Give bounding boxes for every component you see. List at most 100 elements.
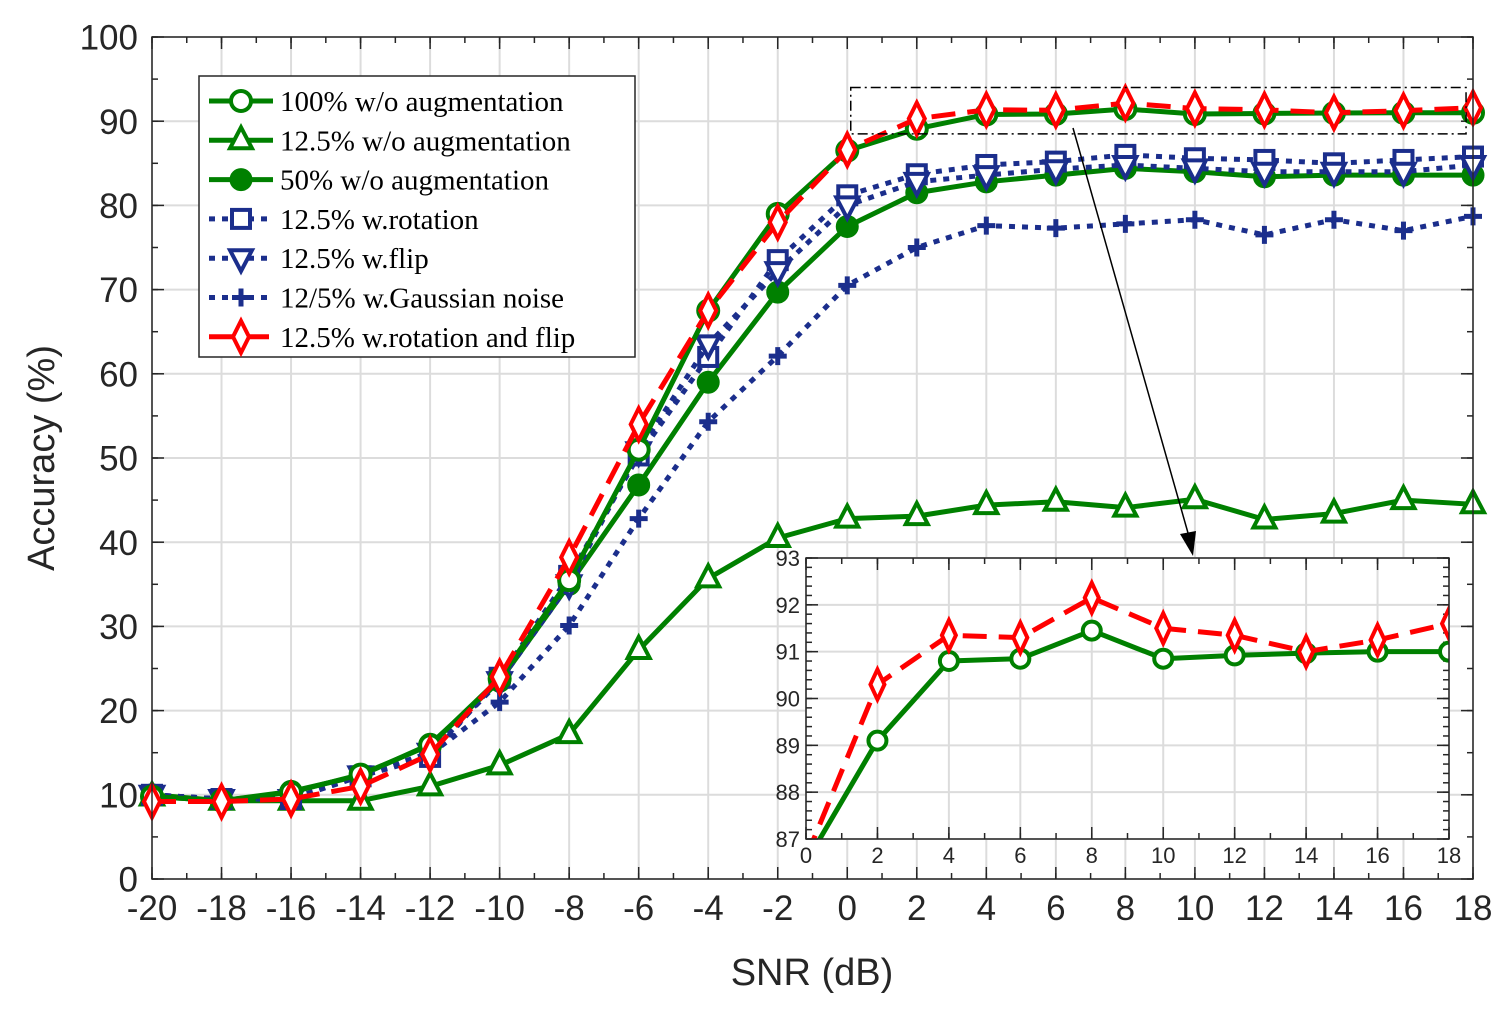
y-tick-label: 92	[776, 593, 800, 618]
y-tick-label: 50	[99, 440, 138, 479]
x-tick-label: 8	[1116, 889, 1135, 928]
legend-item: 12.5% w.rotation and flip	[209, 316, 575, 358]
y-tick-label: 10	[99, 776, 138, 815]
series-line	[811, 595, 1449, 839]
marker-triangle-down	[832, 195, 862, 223]
marker-diamond	[1439, 603, 1449, 644]
series-group	[806, 578, 1449, 839]
zoom-arrow-line	[1072, 127, 1191, 541]
marker-diamond	[1393, 90, 1414, 132]
y-tick-label: 70	[99, 271, 138, 310]
marker-triangle-up	[1319, 496, 1349, 524]
marker-diamond	[939, 615, 959, 656]
marker-triangle-up	[554, 716, 584, 745]
x-tick-label: -20	[127, 889, 178, 928]
marker-diamond	[1045, 89, 1067, 131]
x-tick-label: 6	[1046, 889, 1065, 928]
marker-triangle-down	[1111, 154, 1140, 183]
marker-diamond	[868, 664, 887, 705]
legend-label: 12.5% w/o augmentation	[280, 125, 571, 157]
marker-diamond	[1154, 608, 1173, 648]
x-tick-label: 4	[977, 889, 996, 928]
marker-diamond	[489, 656, 510, 698]
marker-triangle-down	[226, 248, 256, 276]
marker-circle-filled	[696, 370, 720, 394]
series-line	[816, 628, 1449, 839]
marker-triangle-up	[624, 632, 653, 660]
x-tick-label: 16	[1365, 843, 1389, 868]
marker-plus	[907, 238, 926, 257]
y-tick-label: 0	[119, 861, 138, 900]
x-tick-label: 10	[1175, 889, 1214, 928]
marker-plus	[1255, 225, 1274, 244]
legend-item: 50% w/o augmentation	[209, 165, 550, 197]
marker-diamond	[1296, 631, 1316, 672]
x-tick-label: 4	[943, 843, 955, 868]
legend-item: 12.5% w.rotation	[209, 204, 479, 236]
marker-diamond	[628, 403, 649, 445]
series-6	[141, 82, 1484, 823]
marker-diamond	[1115, 82, 1136, 124]
marker-diamond	[558, 536, 580, 578]
x-tick-label: 10	[1151, 843, 1175, 868]
x-tick-label: -10	[474, 889, 525, 928]
marker-plus	[232, 288, 250, 307]
x-tick-label: -12	[405, 889, 456, 928]
y-tick-label: 40	[99, 524, 138, 563]
marker-triangle-down	[1319, 161, 1349, 190]
x-tick-label: 14	[1294, 843, 1318, 868]
legend-label: 50% w/o augmentation	[280, 165, 550, 197]
marker-triangle-up	[832, 501, 862, 529]
x-tick-label: -2	[762, 889, 793, 928]
legend-item: 100% w/o augmentation	[209, 86, 564, 118]
y-tick-label: 89	[776, 733, 800, 758]
arrow-head-icon	[1180, 531, 1196, 556]
y-tick-label: 87	[776, 827, 800, 852]
series-line	[151, 496, 1474, 804]
marker-diamond	[1225, 615, 1244, 656]
marker-square	[230, 207, 252, 230]
x-tick-label: 18	[1454, 889, 1493, 928]
y-tick-label: 90	[99, 103, 138, 142]
marker-triangle-up	[693, 561, 723, 589]
marker-diamond	[1368, 620, 1387, 660]
x-tick-label: -4	[693, 889, 724, 928]
series-6	[806, 578, 1449, 839]
axes-box	[151, 36, 1474, 880]
y-tick-label: 60	[99, 355, 138, 394]
x-tick-label: 6	[1014, 843, 1026, 868]
marker-diamond	[211, 781, 232, 823]
legend-label: 12.5% w.rotation	[280, 204, 479, 236]
marker-diamond	[230, 316, 252, 358]
marker-triangle-up	[1250, 502, 1279, 530]
x-tick-label: 2	[871, 843, 883, 868]
marker-triangle-down	[1041, 159, 1071, 187]
legend-label: 100% w/o augmentation	[280, 86, 564, 118]
y-tick-label: 93	[776, 546, 800, 571]
y-tick-label: 90	[776, 686, 800, 711]
marker-diamond	[350, 765, 371, 807]
x-tick-label: 2	[907, 889, 926, 928]
marker-triangle-down	[972, 165, 1001, 193]
y-tick-label: 30	[99, 608, 138, 647]
marker-circle	[1152, 647, 1175, 670]
marker-triangle-down	[1180, 158, 1210, 186]
marker-plus	[1185, 210, 1204, 229]
marker-diamond	[906, 98, 928, 140]
legend-box	[198, 75, 636, 358]
marker-triangle-up	[1180, 481, 1210, 510]
marker-plus	[699, 412, 718, 431]
marker-diamond	[1184, 88, 1206, 130]
legend: 100% w/o augmentation 12.5% w/o augmentat…	[198, 75, 636, 358]
marker-triangle-down	[763, 261, 793, 289]
marker-triangle-down	[693, 334, 723, 362]
main-axes: -20 -18 -16 -14 -12 -10 -8 -6 -4 -2 0 2 4 6 8 10 12 14 16 1…	[80, 19, 1493, 928]
y-axis-label: Accuracy (%)	[21, 345, 63, 571]
marker-plus	[1116, 214, 1135, 233]
x-tick-label: 8	[1086, 843, 1098, 868]
marker-triangle-down	[1389, 161, 1418, 190]
y-tick-label: 20	[99, 692, 138, 731]
marker-diamond	[976, 89, 997, 131]
legend-label: 12.5% w.rotation and flip	[280, 322, 575, 354]
